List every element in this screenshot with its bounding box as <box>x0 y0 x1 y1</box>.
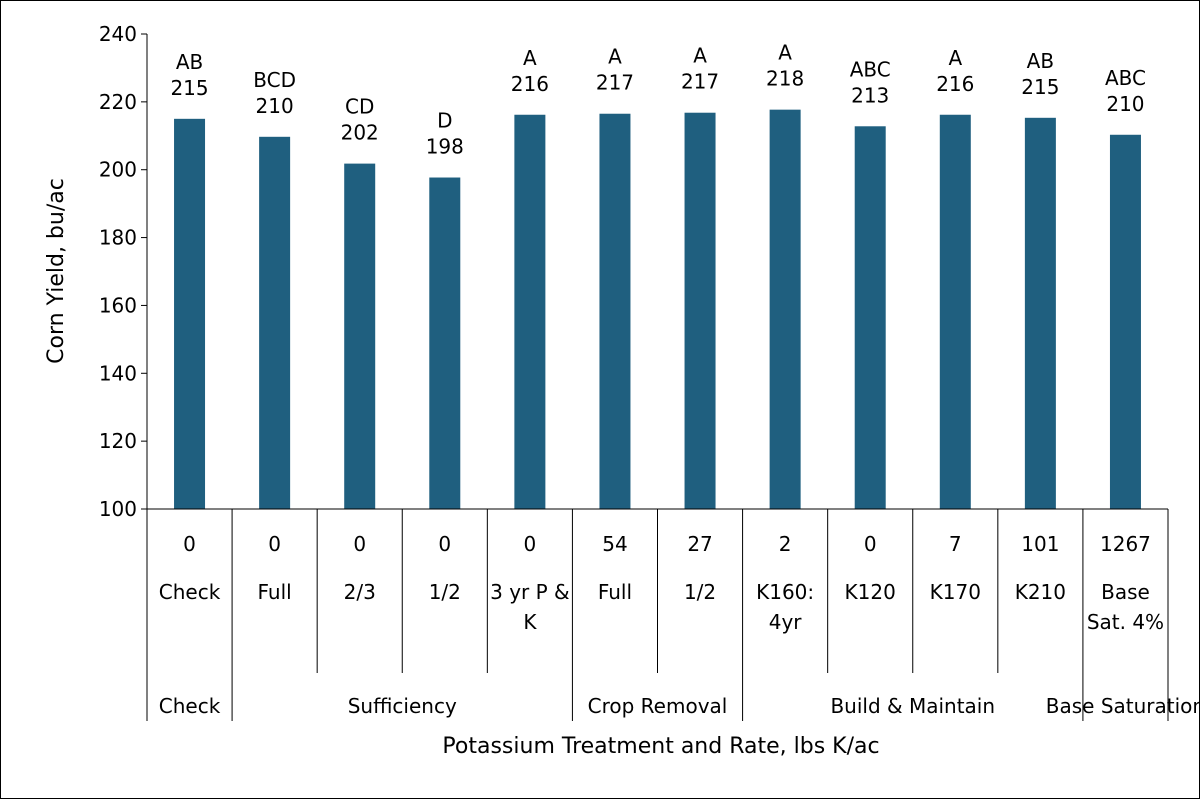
treatment-label: 2/3 <box>344 580 376 604</box>
bar-letter-label: A <box>778 41 792 65</box>
bar <box>174 118 206 510</box>
bar-value-label: 215 <box>170 76 208 100</box>
bar-value-label: 218 <box>766 67 804 91</box>
bar-value-label: 213 <box>851 83 889 107</box>
treatment-label: K160: <box>756 580 814 604</box>
y-tick-label: 160 <box>99 293 137 317</box>
treatment-label: 4yr <box>769 610 803 634</box>
bar <box>259 136 291 509</box>
bar <box>1109 134 1141 509</box>
bar <box>599 113 631 509</box>
y-tick-label: 100 <box>99 497 137 521</box>
group-label: Build & Maintain <box>830 694 995 718</box>
treatment-label: Full <box>258 580 292 604</box>
bar-letter-label: A <box>948 46 962 70</box>
bar-letter-label: D <box>437 109 452 133</box>
y-axis: 100 120 140 160 180 200 220 240 <box>99 22 148 521</box>
rate-label: 0 <box>353 532 366 556</box>
bar <box>429 177 461 509</box>
y-tick-label: 120 <box>99 429 137 453</box>
bar <box>769 109 801 510</box>
bar <box>854 126 886 510</box>
bar-letter-label: AB <box>1027 49 1054 73</box>
treatment-label: K170 <box>930 580 981 604</box>
bar-value-label: 215 <box>1021 75 1059 99</box>
bar-value-label: 216 <box>936 72 974 96</box>
bars: 215AB210BCD202CD198D216A217A217A218A213A… <box>170 41 1146 510</box>
group-label: Base Saturation <box>1046 694 1199 718</box>
bar-value-label: 216 <box>511 72 549 96</box>
rate-label: 2 <box>779 532 792 556</box>
bar <box>344 163 376 509</box>
treatment-label: Base <box>1101 580 1150 604</box>
group-label: Crop Removal <box>588 694 728 718</box>
rate-label: 0 <box>183 532 196 556</box>
bar-value-label: 198 <box>426 135 464 159</box>
bar-letter-label: BCD <box>253 68 296 92</box>
bar <box>514 114 546 509</box>
bar-value-label: 210 <box>1106 92 1144 116</box>
bar-value-label: 217 <box>596 71 634 95</box>
y-axis-title: Corn Yield, bu/ac <box>44 178 69 364</box>
treatment-label: 1/2 <box>684 580 716 604</box>
treatment-label: K <box>523 610 537 634</box>
rate-label: 54 <box>602 532 627 556</box>
bar-letter-label: A <box>608 45 622 69</box>
rate-label: 7 <box>949 532 962 556</box>
y-tick-label: 200 <box>99 158 137 182</box>
rate-label: 101 <box>1021 532 1059 556</box>
y-tick-label: 240 <box>99 22 137 46</box>
treatment-label: 1/2 <box>429 580 461 604</box>
bar <box>939 114 971 509</box>
y-tick-label: 180 <box>99 226 137 250</box>
y-tick-label: 220 <box>99 90 137 114</box>
bar <box>1024 117 1056 509</box>
rate-label: 0 <box>864 532 877 556</box>
treatment-label: 3 yr P & <box>490 580 570 604</box>
bar-letter-label: ABC <box>1105 66 1146 90</box>
y-tick-label: 140 <box>99 361 137 385</box>
treatment-label: Sat. 4% <box>1087 610 1164 634</box>
bar-value-label: 202 <box>341 121 379 145</box>
treatment-label: Full <box>598 580 632 604</box>
bar-value-label: 210 <box>256 94 294 118</box>
group-label: Sufficiency <box>348 694 457 718</box>
bar-letter-label: AB <box>176 50 203 74</box>
rate-label: 27 <box>687 532 712 556</box>
bar-letter-label: CD <box>345 95 374 119</box>
treatment-label: Check <box>159 580 221 604</box>
bar-letter-label: ABC <box>850 57 891 81</box>
bar-value-label: 217 <box>681 70 719 94</box>
x-axis-title: Potassium Treatment and Rate, lbs K/ac <box>442 734 879 759</box>
group-label: Check <box>159 694 221 718</box>
rate-label: 0 <box>268 532 281 556</box>
rate-label: 1267 <box>1100 532 1151 556</box>
rate-label: 0 <box>438 532 451 556</box>
treatment-label: K120 <box>845 580 896 604</box>
rate-label: 0 <box>524 532 537 556</box>
bar-letter-label: A <box>523 46 537 70</box>
bar-letter-label: A <box>693 44 707 68</box>
treatment-label: K210 <box>1015 580 1066 604</box>
bar <box>684 112 716 509</box>
